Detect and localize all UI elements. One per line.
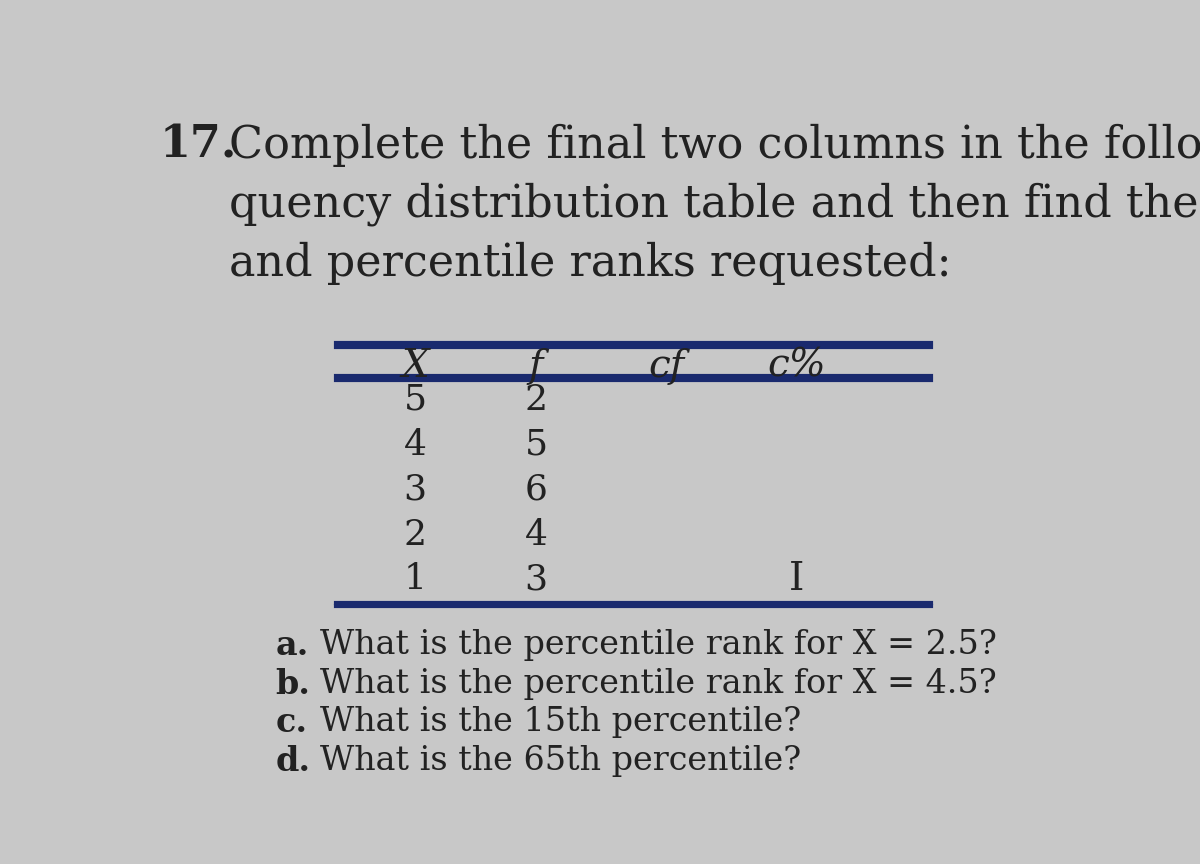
Text: f: f xyxy=(529,348,544,385)
Text: d.: d. xyxy=(276,745,311,778)
Text: 3: 3 xyxy=(524,562,547,596)
Text: 2: 2 xyxy=(403,518,426,552)
Text: cf: cf xyxy=(648,348,684,385)
Text: 4: 4 xyxy=(524,518,547,552)
Text: b.: b. xyxy=(276,668,311,701)
Text: 5: 5 xyxy=(524,428,547,462)
Text: 4: 4 xyxy=(403,428,426,462)
Text: 5: 5 xyxy=(403,383,427,416)
Text: 2: 2 xyxy=(524,383,547,416)
Text: What is the 15th percentile?: What is the 15th percentile? xyxy=(320,707,802,739)
Text: a.: a. xyxy=(276,629,308,662)
Text: c.: c. xyxy=(276,707,307,740)
Text: What is the 65th percentile?: What is the 65th percentile? xyxy=(320,745,802,777)
Text: I: I xyxy=(788,561,804,598)
Text: What is the percentile rank for X = 4.5?: What is the percentile rank for X = 4.5? xyxy=(320,668,997,700)
Text: 3: 3 xyxy=(403,473,427,506)
Text: 1: 1 xyxy=(403,562,426,596)
Text: 17.: 17. xyxy=(160,124,236,167)
Text: What is the percentile rank for X = 2.5?: What is the percentile rank for X = 2.5? xyxy=(320,629,997,661)
Text: X: X xyxy=(401,348,428,385)
Text: c%: c% xyxy=(767,348,826,385)
Text: 6: 6 xyxy=(524,473,547,506)
Text: Complete the final two columns in the following fre-
quency distribution table a: Complete the final two columns in the fo… xyxy=(229,124,1200,285)
